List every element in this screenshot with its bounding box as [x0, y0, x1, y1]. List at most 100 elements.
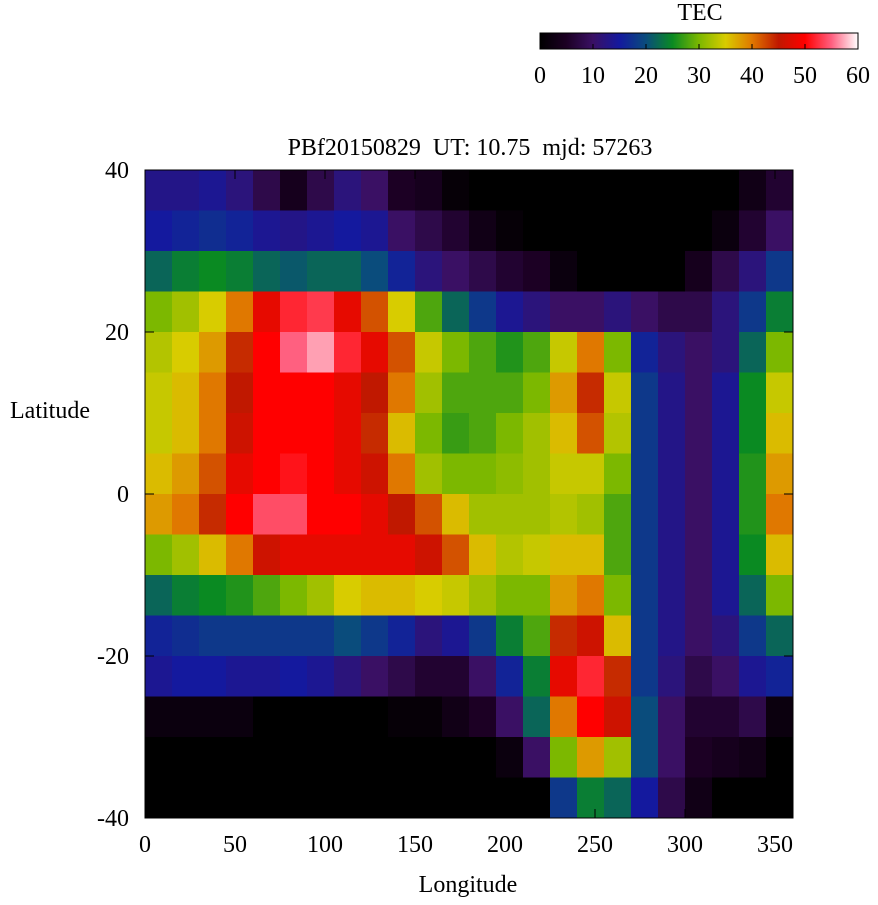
heatmap-cell [550, 656, 578, 697]
heatmap-cell [280, 737, 308, 778]
heatmap-cell [739, 575, 767, 616]
heatmap-cell [685, 210, 713, 252]
heatmap-cell [226, 696, 254, 738]
heatmap-cell [523, 251, 551, 292]
heatmap-cell [766, 737, 794, 778]
heatmap-cell [226, 615, 254, 657]
heatmap-cell [739, 372, 767, 414]
heatmap-cell [604, 170, 632, 211]
heatmap-cell [577, 332, 605, 373]
heatmap-cell [226, 170, 254, 211]
heatmap-cell [307, 696, 335, 738]
heatmap-cell [577, 494, 605, 535]
heatmap-cell [469, 696, 497, 738]
heatmap-cell [145, 494, 173, 535]
heatmap-cell [280, 210, 308, 252]
heatmap-cell [523, 332, 551, 373]
heatmap-cell [388, 777, 416, 819]
heatmap-cell [469, 372, 497, 414]
heatmap-cell [307, 170, 335, 211]
heatmap-cell [496, 413, 524, 454]
heatmap-cell [145, 413, 173, 454]
heatmap-cell [334, 453, 362, 495]
heatmap-cell [577, 777, 605, 819]
heatmap-cell [685, 413, 713, 454]
heatmap-cell [199, 777, 227, 819]
heatmap-cell [307, 656, 335, 697]
heatmap-cell [685, 372, 713, 414]
heatmap-cell [226, 210, 254, 252]
heatmap-cell [631, 656, 659, 697]
heatmap-cell [145, 696, 173, 738]
heatmap-cell [172, 534, 200, 576]
heatmap-cell [496, 372, 524, 414]
heatmap-cell [577, 737, 605, 778]
colorbar-tick-label: 0 [534, 63, 546, 89]
heatmap-cell [334, 251, 362, 292]
heatmap-cell [442, 170, 470, 211]
heatmap-cell [739, 413, 767, 454]
heatmap-cell [334, 170, 362, 211]
heatmap-cell [631, 696, 659, 738]
heatmap-cell [226, 453, 254, 495]
heatmap-cell [523, 372, 551, 414]
heatmap-cell [145, 332, 173, 373]
heatmap-cell [712, 291, 740, 333]
heatmap-cell [577, 656, 605, 697]
heatmap-cell [361, 777, 389, 819]
heatmap-cell [361, 656, 389, 697]
heatmap-cell [658, 291, 686, 333]
heatmap-cell [388, 210, 416, 252]
heatmap-cell [415, 696, 443, 738]
heatmap-cell [280, 777, 308, 819]
heatmap-cell [658, 737, 686, 778]
heatmap-cell [361, 332, 389, 373]
heatmap-cell [280, 494, 308, 535]
x-tick-label: 0 [139, 832, 151, 858]
heatmap-cell [523, 696, 551, 738]
heatmap-cell [253, 737, 281, 778]
heatmap-cell [388, 615, 416, 657]
heatmap-cell [307, 575, 335, 616]
heatmap-cell [415, 170, 443, 211]
heatmap-cell [766, 413, 794, 454]
x-tick-label: 250 [577, 832, 613, 858]
heatmap-cell [496, 210, 524, 252]
heatmap-cell [631, 251, 659, 292]
heatmap-cell [334, 494, 362, 535]
heatmap-cell [226, 494, 254, 535]
heatmap-cell [172, 332, 200, 373]
heatmap-cell [550, 453, 578, 495]
heatmap-cell [712, 696, 740, 738]
heatmap-cell [253, 615, 281, 657]
heatmap-cell [361, 534, 389, 576]
heatmap-cell [442, 615, 470, 657]
heatmap-cell [469, 291, 497, 333]
heatmap-cell [253, 777, 281, 819]
heatmap-cell [604, 453, 632, 495]
y-axis-label: Latitude [10, 398, 90, 424]
heatmap-cell [145, 453, 173, 495]
heatmap-cell [712, 251, 740, 292]
heatmap-cell [604, 332, 632, 373]
colorbar-label: TEC [677, 0, 722, 26]
heatmap-cell [307, 251, 335, 292]
heatmap-cell [226, 777, 254, 819]
heatmap-cell [388, 332, 416, 373]
heatmap-cell [442, 494, 470, 535]
heatmap-cell [199, 453, 227, 495]
heatmap-cell [361, 170, 389, 211]
heatmap-cell [280, 413, 308, 454]
heatmap-cell [496, 656, 524, 697]
heatmap-cell [415, 372, 443, 414]
heatmap-cell [334, 332, 362, 373]
heatmap-cell [550, 372, 578, 414]
heatmap-cell [523, 210, 551, 252]
heatmap-cell [550, 696, 578, 738]
heatmap-cell [415, 291, 443, 333]
heatmap-cell [388, 696, 416, 738]
chart-title: PBf20150829 UT: 10.75 mjd: 57263 [288, 135, 653, 161]
heatmap-cell [388, 170, 416, 211]
heatmap-cell [388, 534, 416, 576]
